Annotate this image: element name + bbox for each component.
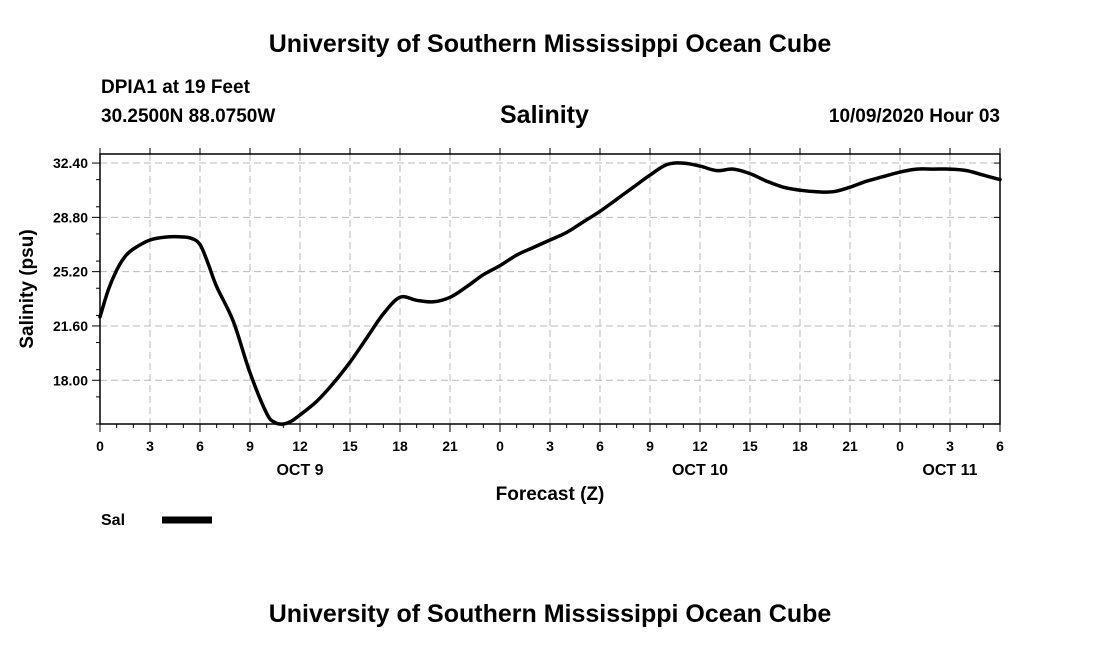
x-tick-label: 3	[546, 438, 554, 454]
footer-title: University of Southern Mississippi Ocean…	[268, 600, 832, 628]
x-tick-label: 0	[496, 438, 504, 454]
x-tick-label: 15	[342, 438, 358, 454]
station-coordinates: 30.2500N 88.0750W	[101, 106, 276, 127]
grid-lines	[100, 154, 1000, 424]
x-tick-label: 6	[196, 438, 204, 454]
legend-label-sal: Sal	[101, 512, 125, 529]
chart-title: Salinity	[500, 101, 589, 129]
y-tick-label: 28.80	[53, 209, 88, 225]
legend: Sal	[101, 512, 212, 529]
forecast-run-time: 10/09/2020 Hour 03	[828, 106, 1000, 127]
x-tick-label: 9	[246, 438, 254, 454]
y-axis-title: Salinity (psu)	[17, 229, 38, 348]
x-tick-label: 12	[692, 438, 708, 454]
day-labels: OCT 9 OCT 10 OCT 11	[276, 462, 977, 479]
x-tick-label: 6	[996, 438, 1004, 454]
x-tick-label: 0	[96, 438, 104, 454]
x-tick-label: 21	[442, 438, 458, 454]
y-tick-label: 21.60	[53, 318, 88, 334]
y-tick-labels: 18.00 21.60 25.20 28.80 32.40	[53, 155, 88, 388]
day-label: OCT 11	[922, 462, 977, 479]
page-title: University of Southern Mississippi Ocean…	[268, 30, 832, 58]
x-tick-label: 21	[842, 438, 858, 454]
x-tick-label: 6	[596, 438, 604, 454]
x-axis-title: Forecast (Z)	[496, 484, 605, 505]
series-line-sal	[98, 161, 1002, 426]
y-tick-label: 25.20	[53, 264, 88, 280]
x-tick-label: 3	[946, 438, 954, 454]
station-label: DPIA1 at 19 Feet	[101, 77, 250, 98]
series-lines	[98, 161, 1002, 426]
x-tick-label: 0	[896, 438, 904, 454]
x-tick-label: 18	[792, 438, 808, 454]
y-tick-label: 32.40	[53, 155, 88, 171]
x-tick-labels: 0 3 6 9 12 15 18 21 0 3 6 9 12 15 18 21 0 3 6	[96, 438, 1004, 454]
x-tick-label: 12	[292, 438, 308, 454]
x-tick-label: 9	[646, 438, 654, 454]
day-label: OCT 10	[672, 462, 728, 479]
axis-ticks	[92, 148, 1001, 432]
x-tick-label: 15	[742, 438, 758, 454]
y-tick-label: 18.00	[53, 372, 88, 388]
x-tick-label: 18	[392, 438, 408, 454]
day-label: OCT 9	[276, 462, 323, 479]
x-tick-label: 3	[146, 438, 154, 454]
